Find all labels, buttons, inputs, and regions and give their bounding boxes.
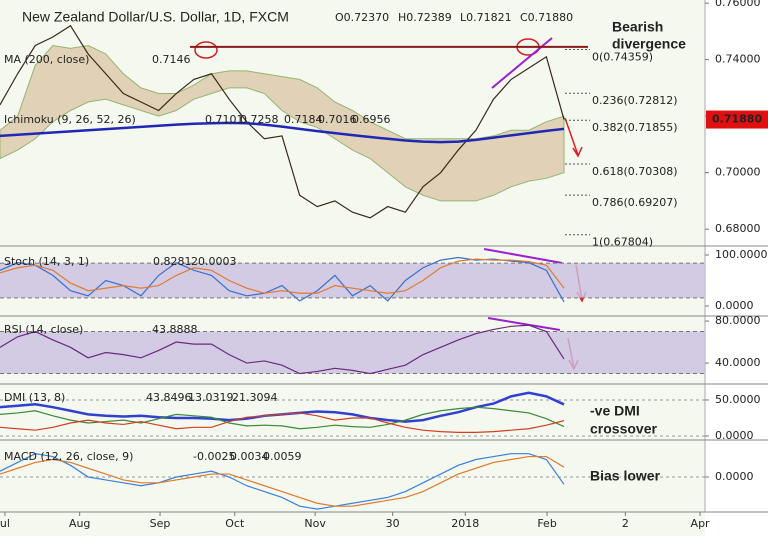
y-tick-label: 50.0000 <box>715 393 761 406</box>
cloud <box>0 44 565 202</box>
indicator-value: 0.7101 <box>205 113 244 126</box>
fib-label: 0.236(0.72812) <box>592 94 678 107</box>
x-tick-label: 2018 <box>451 517 479 530</box>
x-tick-label: Nov <box>304 517 326 530</box>
indicator-value: 43.8496 <box>146 391 192 404</box>
annotation: divergence <box>612 36 686 52</box>
y-tick-label: 40.0000 <box>715 356 761 369</box>
indicator-value: 0.7258 <box>240 113 279 126</box>
indicator-value: 0.7146 <box>152 53 191 66</box>
x-tick-label: 2 <box>622 517 629 530</box>
series-line <box>0 24 565 219</box>
band <box>0 263 705 298</box>
series-line <box>0 406 565 430</box>
indicator-value: 21.3094 <box>232 391 278 404</box>
annotation: crossover <box>590 421 657 437</box>
arrow <box>564 117 583 158</box>
series-line <box>0 453 565 510</box>
indicator-value: 0.0034 <box>230 450 269 463</box>
chart-title: New Zealand Dollar/U.S. Dollar, 1D, FXCM <box>22 9 289 25</box>
indicator-value: 13.0319 <box>188 391 234 404</box>
series-line <box>0 121 565 144</box>
indicator-value: 0.8281 <box>153 255 192 268</box>
x-tick-label: Aug <box>69 517 90 530</box>
indicator-value: 0.0059 <box>263 450 302 463</box>
y-tick-label: 0.0000 <box>715 429 754 442</box>
x-tick-label: Feb <box>537 517 556 530</box>
band <box>0 331 705 374</box>
indicator-value: -0.0025 <box>193 450 235 463</box>
x-tick-label: ul <box>0 517 10 530</box>
ohlc-label: H0.72389 <box>398 11 452 24</box>
indicator-title: MA (200, close) <box>4 53 89 66</box>
indicator-value: 0.7184 <box>284 113 323 126</box>
annotation: Bias lower <box>590 468 661 484</box>
y-tick-label: 0.68000 <box>715 222 761 235</box>
fib-label: 1(0.67804) <box>592 236 653 249</box>
ohlc-label: O0.72370 <box>335 11 389 24</box>
y-tick-label: 0.70000 <box>715 166 761 179</box>
x-tick-label: 30 <box>386 517 400 530</box>
indicator-value: 0.6956 <box>352 113 391 126</box>
series-line <box>0 412 565 433</box>
y-tick-label: 0.0000 <box>715 470 754 483</box>
axis-background <box>705 0 768 536</box>
annotation: -ve DMI <box>590 403 640 419</box>
y-tick-label: 0.76000 <box>715 0 761 9</box>
series-line <box>0 455 565 507</box>
ohlc-label: L0.71821 <box>460 11 512 24</box>
circle <box>194 41 218 59</box>
indicator-value: 43.8888 <box>152 323 198 336</box>
indicator-value: 0.7016 <box>318 113 357 126</box>
last-price-label: 0.71880 <box>712 113 762 126</box>
divergence-line <box>487 317 561 331</box>
indicator-title: DMI (13, 8) <box>4 391 65 404</box>
x-tick-label: Sep <box>150 517 171 530</box>
indicator-title: Stoch (14, 3, 1) <box>4 255 89 268</box>
indicator-value: 20.0003 <box>191 255 237 268</box>
indicator-title: Ichimoku (9, 26, 52, 26) <box>4 113 136 126</box>
fib-label: 0.786(0.69207) <box>592 196 678 209</box>
y-tick-label: 0.0000 <box>715 299 754 312</box>
x-tick-label: Apr <box>691 517 711 530</box>
y-tick-label: 0.74000 <box>715 53 761 66</box>
fib-label: 0.382(0.71855) <box>592 121 678 134</box>
y-tick-label: 80.0000 <box>715 314 761 327</box>
series-line <box>0 324 565 375</box>
ohlc-label: C0.71880 <box>520 11 573 24</box>
fib-label: 0.618(0.70308) <box>592 165 678 178</box>
series-line <box>0 258 565 294</box>
last-price-box <box>706 110 768 129</box>
divergence-line <box>483 248 563 264</box>
annotation: Bearish <box>612 19 663 35</box>
fib-label: 0(0.74359) <box>592 50 653 63</box>
indicator-title: RSI (14, close) <box>4 323 83 336</box>
indicator-title: MACD (12, 26, close, 9) <box>4 450 133 463</box>
y-tick-label: 100.0000 <box>715 248 768 261</box>
x-tick-label: Oct <box>225 517 245 530</box>
